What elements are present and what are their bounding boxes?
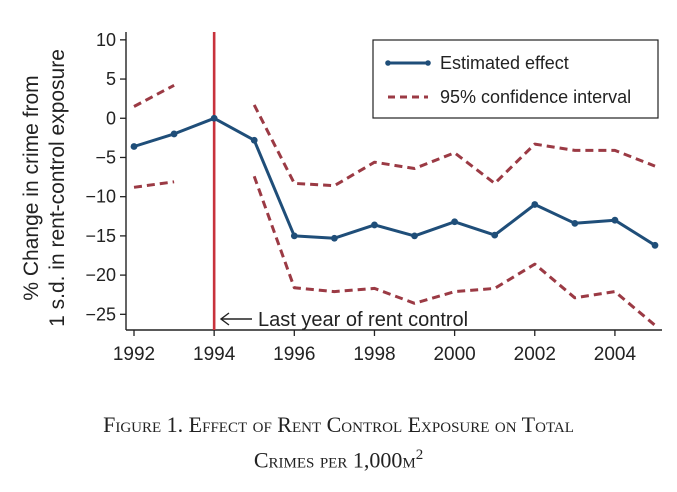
ci-line-0 [133, 83, 175, 108]
x-ticks: 1992 1994 1996 1998 2000 2002 2004 [113, 330, 637, 365]
x-tick-label: 2002 [514, 344, 556, 365]
y-tick-label: 5 [106, 69, 116, 89]
y-axis-title-line1: % Change in crime from [20, 75, 43, 300]
annotation-text: Last year of rent control [258, 309, 468, 331]
estimate-point [330, 234, 338, 242]
x-tick-label: 2004 [594, 344, 637, 365]
estimate-point [290, 232, 298, 240]
x-tick-label: 1996 [273, 344, 315, 365]
y-tick-label: −25 [85, 304, 116, 324]
caption-line-2: Crimes per 1,000m2 [0, 440, 677, 475]
estimate-point [411, 232, 418, 240]
estimate-point [451, 218, 459, 226]
estimate-point [491, 231, 499, 239]
caption-line-2-text: Crimes per 1,000m [253, 447, 416, 473]
estimate-line-0 [133, 116, 656, 247]
legend-swatch-estimated-right-marker [425, 60, 431, 66]
estimated-effect-series [130, 114, 659, 249]
estimate-point [571, 219, 579, 227]
legend-swatch-estimated-left-marker [385, 60, 391, 66]
estimate-point [531, 201, 539, 208]
legend: Estimated effect 95% confidence interval [372, 39, 659, 119]
estimate-point [611, 216, 619, 224]
x-tick-label: 1998 [353, 344, 395, 365]
legend-label-ci: 95% confidence interval [440, 87, 631, 107]
legend-label-estimated: Estimated effect [440, 53, 569, 73]
x-tick-label: 2000 [433, 344, 475, 365]
x-tick-label: 1994 [193, 344, 236, 365]
ci-line-3 [252, 175, 656, 327]
chart: % Change in crime from 1 s.d. in rent-co… [20, 30, 662, 365]
x-tick-label: 1992 [113, 344, 155, 365]
y-axis-title-line2: 1 s.d. in rent-control exposure [46, 49, 69, 327]
figure-caption: Figure 1. Effect of Rent Control Exposur… [0, 410, 677, 475]
y-tick-label: 10 [96, 30, 116, 50]
vline-annotation: Last year of rent control [219, 309, 468, 331]
caption-superscript: 2 [415, 447, 424, 463]
confidence-interval-series [133, 83, 656, 327]
ci-line-2 [252, 104, 656, 188]
caption-line-1: Figure 1. Effect of Rent Control Exposur… [103, 412, 574, 437]
y-tick-label: 0 [106, 108, 116, 128]
ci-line-1 [133, 180, 175, 189]
y-tick-label: −20 [85, 265, 116, 285]
y-ticks: 10 5 0 −5 −10 −15 −20 −25 [85, 30, 126, 324]
legend-box [372, 39, 659, 119]
estimate-point [250, 136, 258, 144]
y-tick-label: −5 [95, 147, 116, 167]
estimate-point [170, 130, 178, 138]
estimate-point [651, 241, 659, 249]
estimate-point [210, 114, 218, 122]
y-tick-label: −10 [85, 187, 116, 207]
y-tick-label: −15 [85, 226, 116, 246]
annotation-arrow-head [219, 312, 230, 326]
estimate-point [130, 143, 138, 150]
estimate-point [371, 221, 378, 229]
